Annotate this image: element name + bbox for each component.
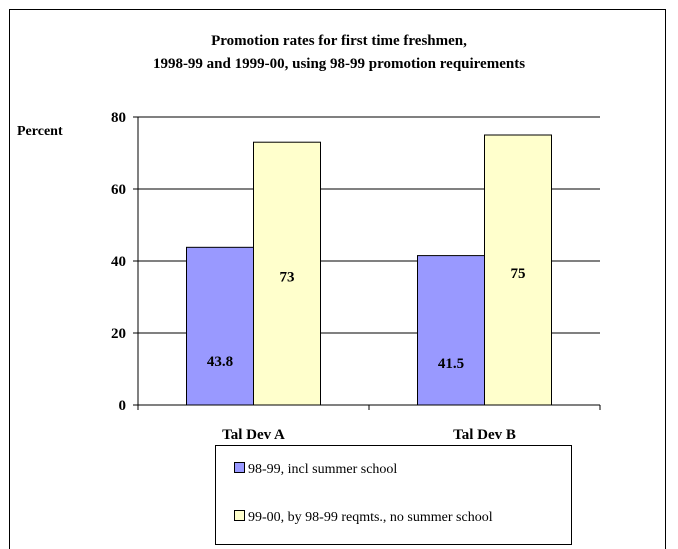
y-tick-label: 0 (119, 398, 127, 414)
legend-label-series-1: 98-99, incl summer school (248, 462, 398, 477)
legend-item-series-1: 98-99, incl summer school (234, 462, 397, 478)
data-label: 73 (280, 270, 295, 286)
y-axis-label: Percent (17, 124, 63, 139)
x-tick-label: Tal Dev B (453, 427, 516, 443)
legend: 98-99, incl summer school 99-00, by 98-9… (215, 445, 572, 545)
y-tick-label: 60 (111, 182, 126, 198)
legend-swatch-series-2 (234, 510, 245, 521)
data-label: 75 (511, 266, 526, 282)
bar-1-2 (417, 255, 485, 406)
bar-2-1 (253, 141, 321, 406)
data-label: 41.5 (438, 356, 464, 372)
y-tick-label: 40 (111, 254, 126, 270)
data-label: 43.8 (207, 354, 233, 370)
y-tick-label: 80 (111, 110, 126, 126)
x-tick-label: Tal Dev A (222, 427, 285, 443)
y-tick-label: 20 (111, 326, 126, 342)
legend-swatch-series-1 (234, 462, 245, 473)
chart-title: Promotion rates for first time freshmen,… (0, 30, 678, 76)
bar-2-2 (484, 134, 552, 406)
legend-item-series-2: 99-00, by 98-99 reqmts., no summer schoo… (234, 510, 493, 526)
chart-title-line-2: 1998-99 and 1999-00, using 98-99 promoti… (152, 56, 526, 72)
chart-frame (9, 9, 666, 549)
chart-title-line-1: Promotion rates for first time freshmen, (211, 33, 467, 49)
bar-1-1 (186, 246, 254, 406)
legend-label-series-2: 99-00, by 98-99 reqmts., no summer schoo… (248, 510, 493, 525)
